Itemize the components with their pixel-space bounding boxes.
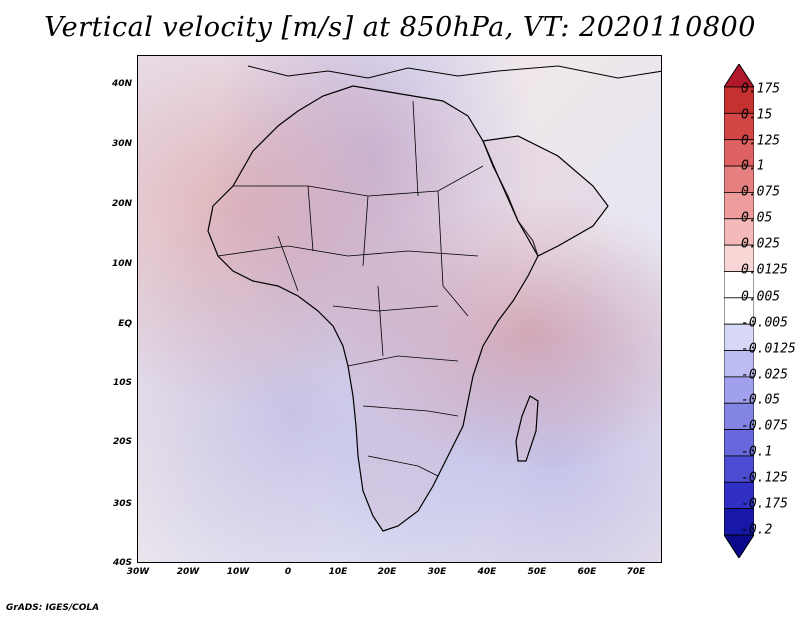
colorbar-label: 0.05 bbox=[741, 210, 773, 226]
colorbar-box bbox=[724, 455, 754, 483]
lon-tick-10w: 10W bbox=[226, 567, 250, 577]
lon-tick-0: 0 bbox=[284, 567, 292, 577]
colorbar-label: -0.05 bbox=[741, 392, 781, 408]
country-borders bbox=[217, 100, 484, 477]
lon-tick-20e: 20E bbox=[377, 567, 397, 577]
colorbar-label: -0.1 bbox=[741, 444, 773, 460]
lon-tick-30e: 30E bbox=[427, 567, 447, 577]
colorbar-box bbox=[724, 112, 754, 141]
colorbar-box bbox=[724, 323, 754, 351]
colorbar-box bbox=[724, 376, 754, 404]
colorbar-label: 0.0125 bbox=[741, 262, 788, 278]
lat-tick-20n: 20N bbox=[111, 199, 132, 209]
lon-tick-30w: 30W bbox=[126, 567, 150, 577]
map-plot-area bbox=[137, 55, 662, 563]
europe-coastline bbox=[247, 65, 661, 79]
colorbar-label: -0.125 bbox=[741, 470, 788, 486]
lat-tick-40n: 40N bbox=[111, 79, 132, 89]
colorbar-label: -0.025 bbox=[741, 367, 788, 383]
colorbar-label: -0.2 bbox=[741, 522, 773, 538]
colorbar-label: 0.1 bbox=[741, 158, 765, 174]
madagascar-coastline bbox=[515, 395, 539, 462]
colorbar-label: 0.175 bbox=[741, 81, 781, 97]
grads-credit: GrADS: IGES/COLA bbox=[6, 603, 100, 613]
lat-tick-30n: 30N bbox=[111, 139, 132, 149]
colorbar-label: -0.0125 bbox=[741, 341, 796, 357]
lon-tick-10e: 10E bbox=[328, 567, 348, 577]
colorbar-label: -0.175 bbox=[741, 496, 788, 512]
colorbar-label: 0.125 bbox=[741, 133, 781, 149]
colorbar-box bbox=[724, 508, 754, 536]
lat-tick-20s: 20S bbox=[112, 437, 132, 447]
colorbar-label: -0.075 bbox=[741, 418, 788, 434]
colorbar-label: -0.005 bbox=[741, 315, 788, 331]
colorbar-box bbox=[724, 244, 754, 272]
lon-tick-40e: 40E bbox=[477, 567, 497, 577]
lon-tick-60e: 60E bbox=[577, 567, 597, 577]
africa-coastline bbox=[207, 85, 539, 532]
colorbar-box bbox=[724, 218, 754, 246]
lon-tick-50e: 50E bbox=[527, 567, 547, 577]
colorbar bbox=[724, 64, 754, 558]
colorbar-box bbox=[724, 86, 754, 114]
colorbar-bottom-triangle bbox=[724, 534, 754, 558]
lat-tick-10s: 10S bbox=[112, 378, 132, 388]
colorbar-box bbox=[724, 350, 754, 378]
lat-tick-eq: EQ bbox=[118, 319, 132, 329]
arabia-coastline bbox=[482, 135, 609, 257]
colorbar-box bbox=[724, 402, 754, 430]
lat-tick-40s: 40S bbox=[112, 558, 132, 568]
lat-tick-10n: 10N bbox=[111, 259, 132, 269]
colorbar-box bbox=[724, 192, 754, 220]
lon-tick-20w: 20W bbox=[176, 567, 200, 577]
colorbar-label: 0.025 bbox=[741, 236, 781, 252]
colorbar-label: 0.15 bbox=[741, 107, 773, 123]
colorbar-box bbox=[724, 297, 754, 325]
colorbar-label: 0.005 bbox=[741, 289, 781, 305]
lat-tick-30s: 30S bbox=[112, 499, 132, 509]
africa-outline bbox=[207, 65, 661, 532]
colorbar-label: 0.075 bbox=[741, 184, 781, 200]
colorbar-box bbox=[724, 271, 754, 299]
lon-tick-70e: 70E bbox=[626, 567, 646, 577]
map-title: Vertical velocity [m/s] at 850hPa, VT: 2… bbox=[44, 12, 756, 43]
